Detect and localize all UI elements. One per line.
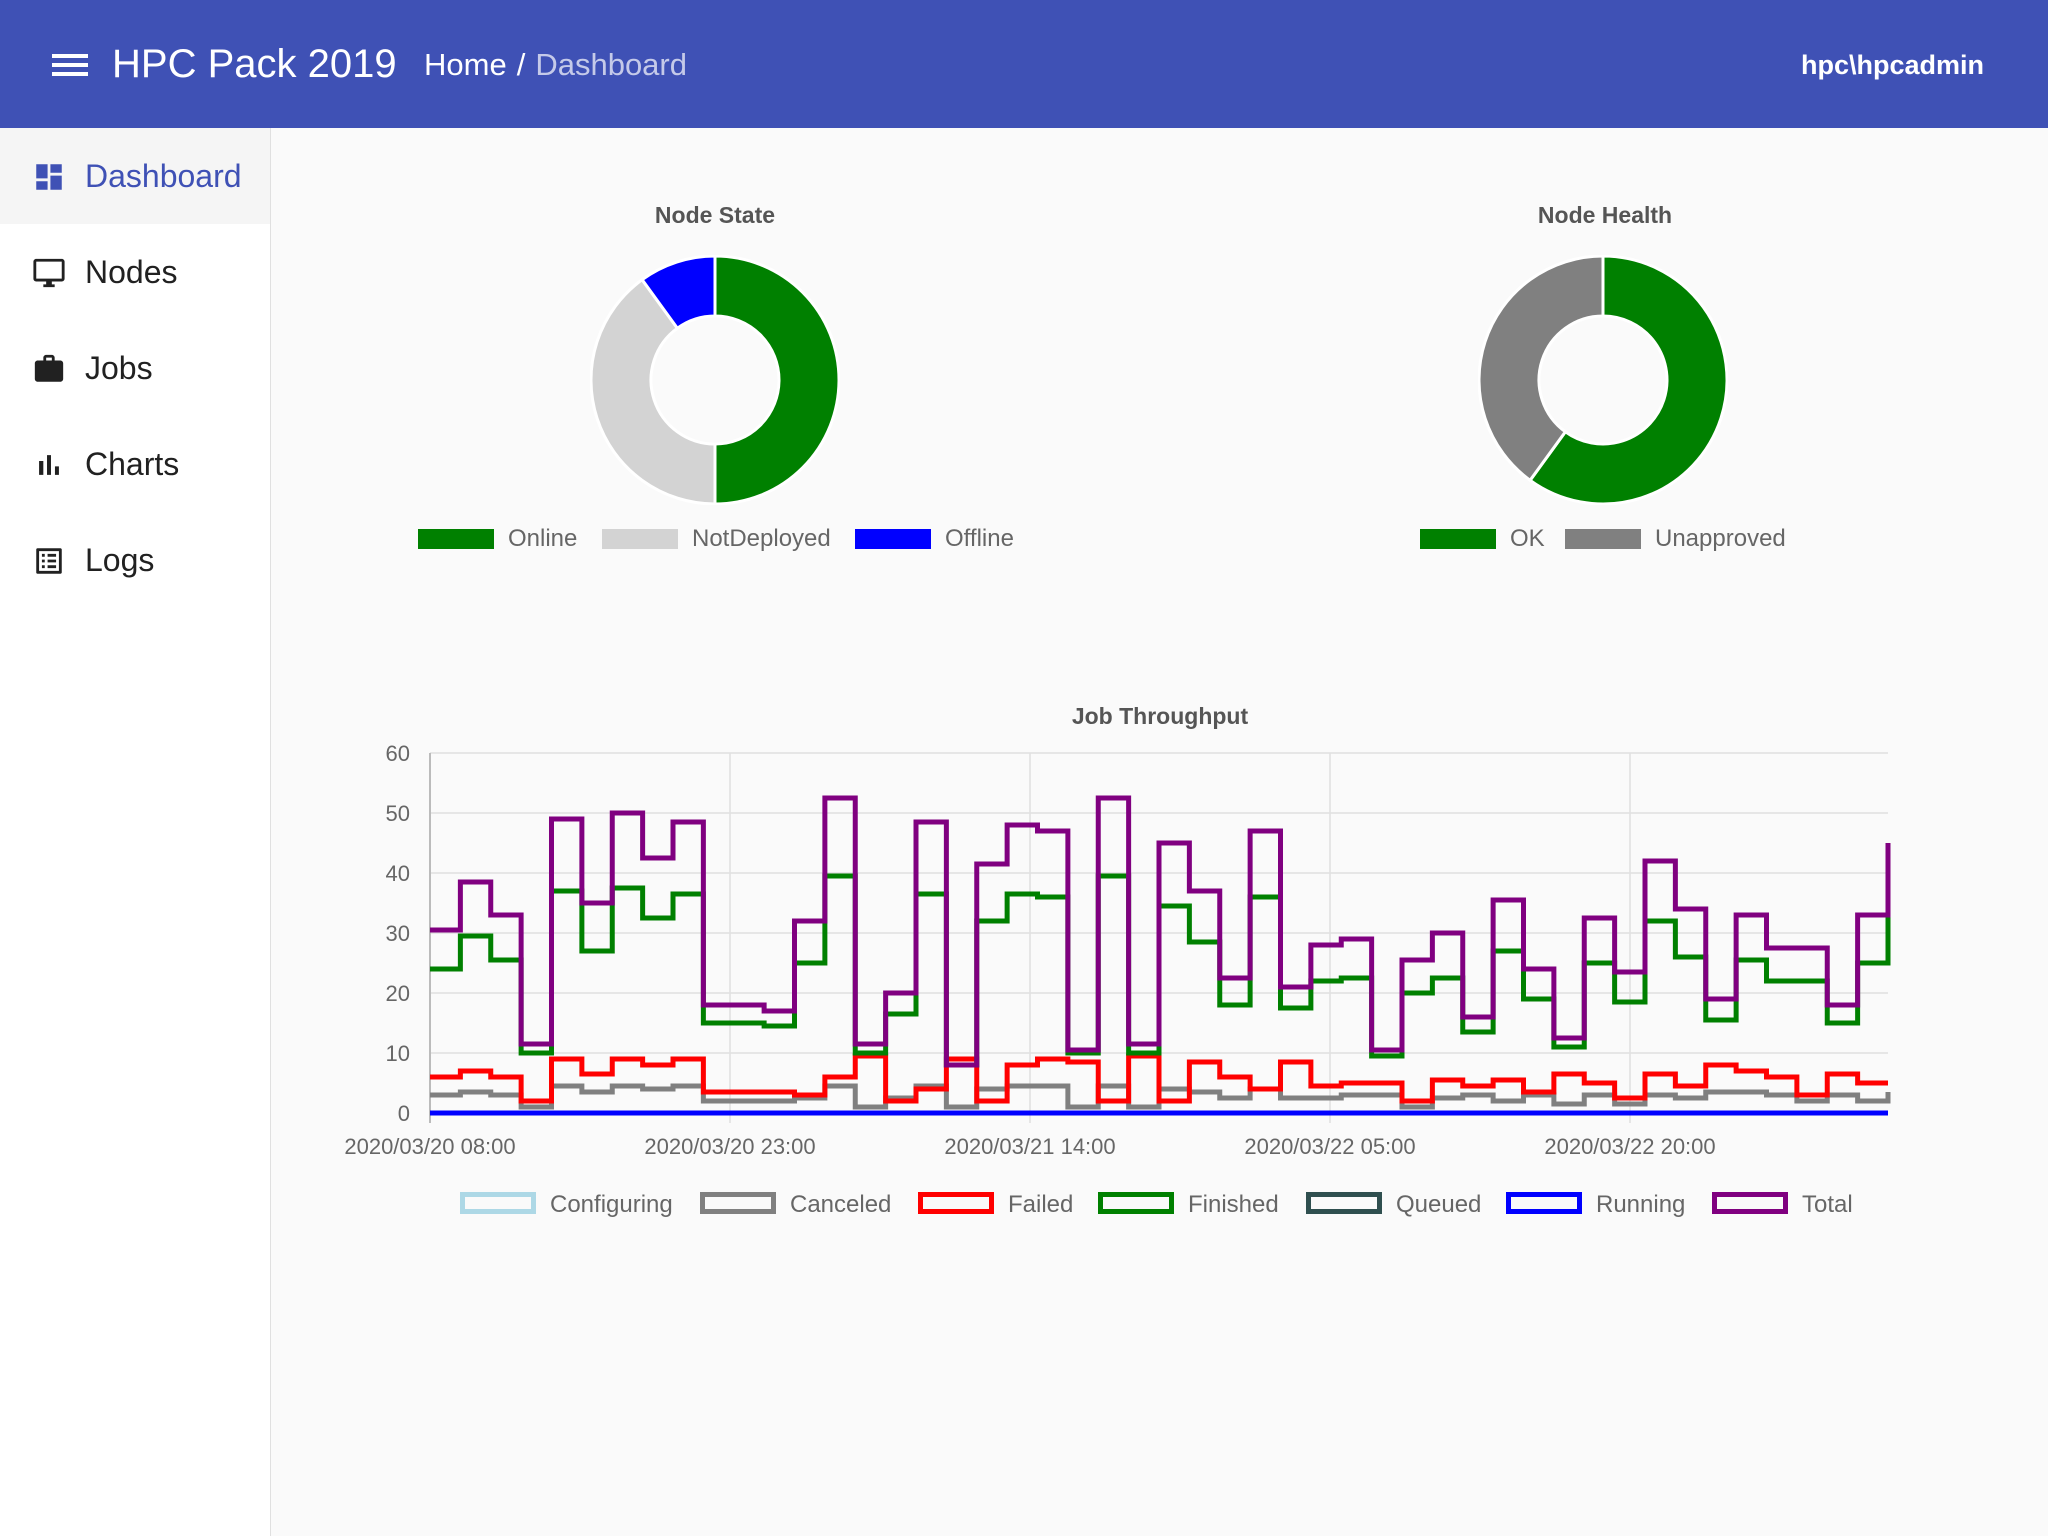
y-tick-label: 10	[386, 1041, 410, 1066]
legend-label: Configuring	[550, 1191, 673, 1218]
y-tick-label: 20	[386, 981, 410, 1006]
sidebar-item-label: Logs	[85, 542, 155, 578]
legend-label: Offline	[945, 525, 1014, 552]
legend-swatch-online	[418, 529, 494, 549]
sidebar: Dashboard Nodes Jobs Charts Logs	[0, 128, 271, 1536]
legend-label: Finished	[1188, 1191, 1279, 1218]
legend-label: Canceled	[790, 1191, 892, 1218]
legend-swatch-canceled	[700, 1192, 776, 1214]
sidebar-item-logs[interactable]: Logs	[0, 512, 270, 608]
legend-label: Total	[1802, 1191, 1853, 1218]
sidebar-item-label: Jobs	[85, 350, 153, 386]
legend-swatch-finished	[1098, 1192, 1174, 1214]
slice-unapproved[interactable]	[1478, 255, 1605, 483]
legend-swatch-queued	[1306, 1192, 1382, 1214]
sidebar-item-label: Charts	[85, 446, 180, 482]
sidebar-item-label: Dashboard	[85, 158, 242, 194]
legend-label: Unapproved	[1655, 525, 1786, 552]
node-state-title: Node State	[654, 202, 776, 228]
sidebar-item-charts[interactable]: Charts	[0, 416, 270, 512]
legend-swatch-configuring	[460, 1192, 536, 1214]
slice-ok[interactable]	[1528, 255, 1728, 505]
x-tick-label: 2020/03/21 14:00	[944, 1134, 1115, 1159]
top-app-bar: HPC Pack 2019 Home / Dashboard hpc\hpcadmi…	[0, 0, 2048, 128]
bar-chart-icon	[39, 455, 59, 475]
node-state-donut	[590, 255, 840, 505]
legend-label: Queued	[1396, 1191, 1482, 1218]
sidebar-item-label: Nodes	[85, 254, 178, 290]
y-tick-label: 30	[386, 921, 410, 946]
node-health-donut	[1478, 255, 1728, 505]
legend-label: Online	[508, 525, 578, 552]
breadcrumb: Home / Dashboard	[424, 46, 687, 84]
y-tick-label: 60	[386, 741, 410, 766]
app-title: HPC Pack 2019	[112, 42, 397, 86]
dashboard-icon	[36, 164, 62, 190]
x-tick-label: 2020/03/22 05:00	[1244, 1134, 1415, 1159]
x-tick-label: 2020/03/20 23:00	[644, 1134, 815, 1159]
y-tick-label: 40	[386, 861, 410, 886]
legend-label: OK	[1510, 525, 1545, 552]
legend-swatch-ok	[1420, 529, 1496, 549]
legend-swatch-offline	[855, 529, 931, 549]
slice-offline[interactable]	[640, 255, 717, 331]
job-throughput-title: Job Throughput	[1071, 703, 1249, 729]
job-throughput-chart: 0 10 20 30 40 50 60 2020/03/20 08:00 2020/03/20 …	[344, 741, 1891, 1159]
legend-label: NotDeployed	[692, 525, 831, 552]
series-line-failed[interactable]	[430, 1053, 1888, 1104]
breadcrumb-separator: /	[516, 47, 526, 82]
x-tick-label: 2020/03/20 08:00	[344, 1134, 515, 1159]
slice-online[interactable]	[713, 255, 840, 505]
breadcrumb-home[interactable]: Home	[424, 47, 507, 82]
menu-icon[interactable]	[50, 50, 90, 80]
sidebar-item-dashboard[interactable]: Dashboard	[0, 128, 270, 224]
sidebar-item-jobs[interactable]: Jobs	[0, 320, 270, 416]
briefcase-icon	[34, 354, 64, 382]
legend-label: Running	[1596, 1191, 1686, 1218]
breadcrumb-current: Dashboard	[535, 47, 687, 82]
list-icon	[36, 548, 62, 574]
legend-swatch-total	[1712, 1192, 1788, 1214]
y-tick-label: 50	[386, 801, 410, 826]
legend-swatch-notdeployed	[602, 529, 678, 549]
legend-label: Failed	[1008, 1191, 1074, 1218]
series-line-total[interactable]	[430, 795, 1891, 1068]
node-health-title: Node Health	[1537, 202, 1673, 228]
y-tick-label: 0	[398, 1101, 410, 1126]
slice-notdeployed[interactable]	[590, 277, 717, 505]
monitor-icon	[33, 258, 65, 288]
legend-swatch-unapproved	[1565, 529, 1641, 549]
user-name[interactable]: hpc\hpcadmin	[1800, 50, 1984, 80]
x-tick-label: 2020/03/22 20:00	[1544, 1134, 1715, 1159]
legend-swatch-running	[1506, 1192, 1582, 1214]
sidebar-item-nodes[interactable]: Nodes	[0, 224, 270, 320]
legend-swatch-failed	[918, 1192, 994, 1214]
